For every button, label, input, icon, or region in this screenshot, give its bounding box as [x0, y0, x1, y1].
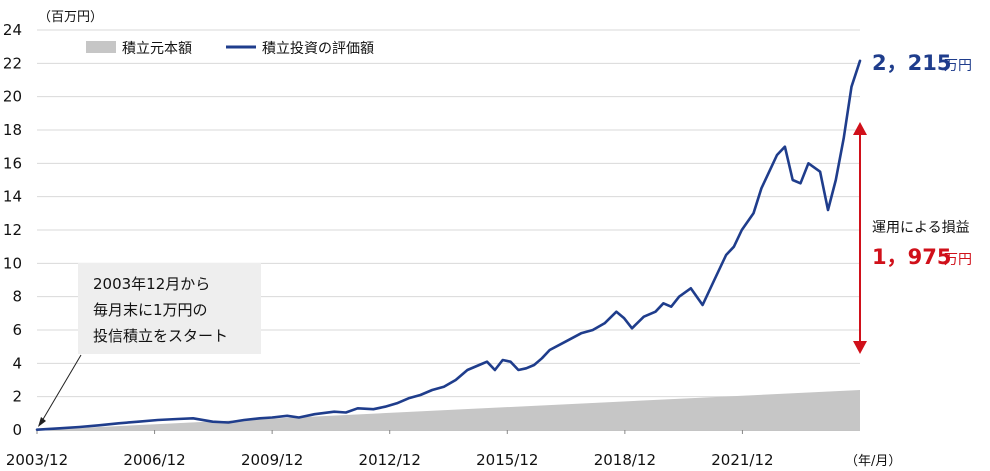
y-tick-label: 14 [3, 188, 22, 206]
y-tick-label: 24 [3, 21, 22, 39]
x-tick-label: 2009/12 [241, 451, 303, 469]
y-tick-label: 8 [12, 288, 22, 306]
x-tick-label: 2012/12 [359, 451, 421, 469]
x-tick-label: 2018/12 [594, 451, 656, 469]
y-tick-label: 2 [12, 388, 22, 406]
start-callout-line-1: 2003年12月から [93, 275, 210, 293]
valuation-line-series [35, 59, 862, 432]
x-tick-label: 2006/12 [123, 451, 185, 469]
x-axis-unit-label: （年/月） [845, 454, 901, 469]
x-tick-label: 2015/12 [476, 451, 538, 469]
end-value-unit: 万円 [944, 58, 972, 74]
principal-area-series [37, 390, 860, 430]
legend-swatch-principal [86, 41, 116, 53]
legend-label-principal: 積立元本額 [122, 41, 192, 57]
gain-unit: 万円 [944, 252, 972, 268]
legend: 積立元本額 積立投資の評価額 [86, 41, 374, 57]
y-tick-label: 12 [3, 221, 22, 239]
gain-arrow-head-bottom [853, 341, 867, 354]
end-value-number: 2，215 [872, 51, 951, 75]
x-tick-label: 2003/12 [6, 451, 68, 469]
y-tick-label: 16 [3, 154, 22, 172]
x-tick-label: 2021/12 [711, 451, 773, 469]
legend-label-valuation: 積立投資の評価額 [262, 41, 374, 57]
gain-label: 運用による損益 1，975 万円 [872, 220, 972, 269]
grid-lines [37, 29, 860, 431]
start-callout-line-3: 投信積立をスタート [93, 327, 228, 345]
principal-area [37, 390, 860, 430]
gain-arrow-head-top [853, 122, 867, 135]
start-callout: 2003年12月から 毎月末に1万円の 投信積立をスタート [38, 263, 261, 427]
y-tick-label: 6 [12, 321, 22, 339]
x-axis-ticks: 2003/12 2006/12 2009/12 2012/12 2015/12 2018/… [6, 430, 774, 469]
gain-title: 運用による損益 [872, 220, 970, 236]
y-tick-label: 20 [3, 88, 22, 106]
y-tick-label: 22 [3, 54, 22, 72]
gain-number: 1，975 [872, 245, 951, 269]
y-axis-unit-label: （百万円） [38, 10, 103, 25]
start-callout-pointer [41, 354, 82, 422]
y-tick-label: 10 [3, 254, 22, 272]
start-callout-pointer-head [38, 417, 46, 427]
valuation-line [35, 59, 862, 432]
y-tick-label: 18 [3, 121, 22, 139]
y-tick-label: 0 [12, 421, 22, 439]
gain-arrow [853, 122, 867, 354]
end-value-label: 2，215 万円 [872, 51, 972, 75]
y-tick-label: 4 [12, 354, 22, 372]
start-callout-line-2: 毎月末に1万円の [93, 301, 208, 319]
start-callout-box [78, 263, 261, 354]
